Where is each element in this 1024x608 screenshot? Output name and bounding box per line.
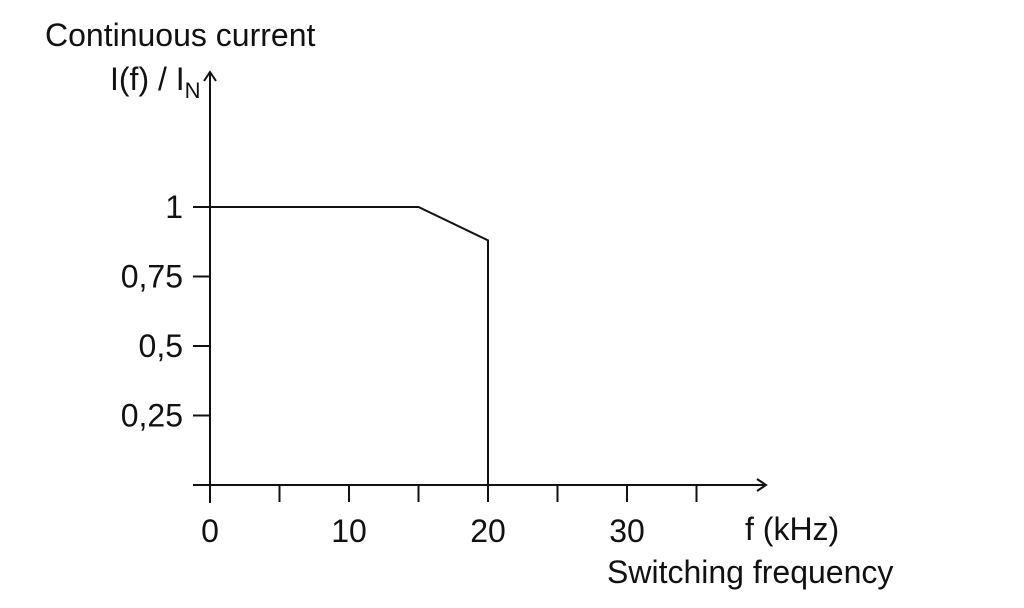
y-axis-label: I(f) / IN xyxy=(110,61,201,103)
x-tick-label: 30 xyxy=(609,513,645,549)
y-tick-label: 0,75 xyxy=(121,259,183,295)
ticks: 0 10 20 30 0,25 0,5 0,75 1 xyxy=(121,189,698,549)
axes xyxy=(193,70,768,503)
x-tick-label: 20 xyxy=(470,513,506,549)
x-axis-arrow xyxy=(756,478,768,492)
y-tick-label: 0,5 xyxy=(139,328,183,364)
y-axis-label-main: I(f) / I xyxy=(110,61,185,97)
series xyxy=(210,206,489,485)
x-axis-title: Switching frequency xyxy=(607,554,893,590)
y-axis-label-subscript: N xyxy=(185,78,201,103)
derating-curve xyxy=(210,206,489,485)
y-axis-title: Continuous current xyxy=(45,17,315,53)
y-tick-label: 0,25 xyxy=(121,398,183,434)
x-tick-label: 0 xyxy=(201,513,219,549)
x-tick-label: 10 xyxy=(331,513,367,549)
y-tick-label: 1 xyxy=(165,189,183,225)
y-axis-arrow xyxy=(203,70,217,82)
x-axis-unit-label: f (kHz) xyxy=(745,511,839,547)
